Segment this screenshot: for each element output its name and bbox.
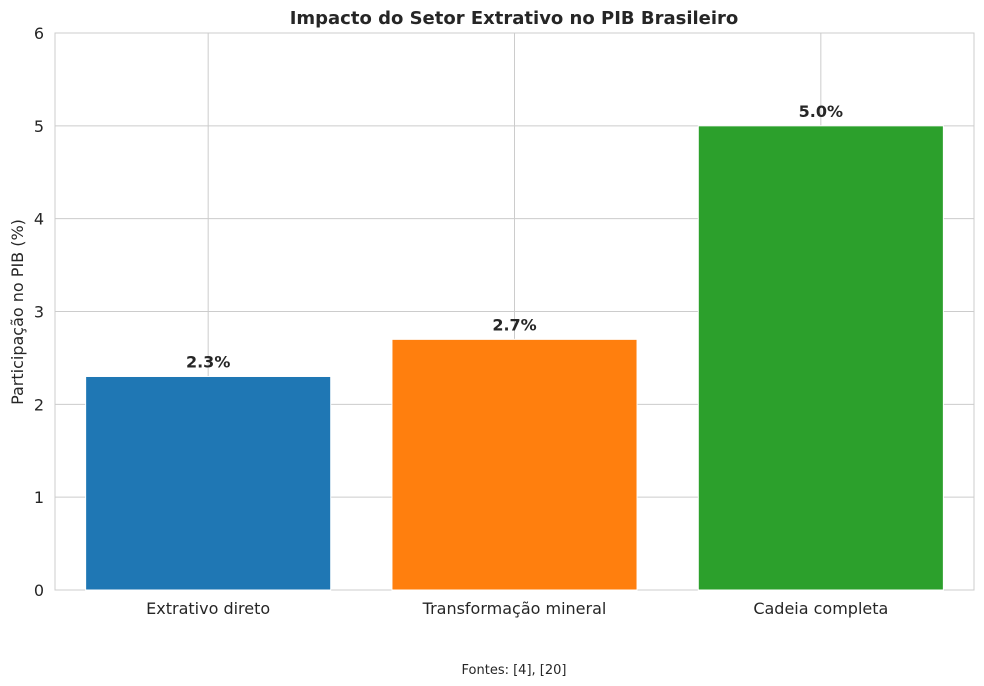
- bar-1: [85, 375, 332, 591]
- y-axis-ticks: 0 1 2 3 4 5 6: [34, 24, 44, 600]
- sources-footnote: Fontes: [4], [20]: [462, 663, 567, 678]
- y-tick-label: 1: [34, 488, 44, 507]
- y-axis-label: Participação no PIB (%): [8, 219, 27, 405]
- x-tick-label: Cadeia completa: [753, 599, 888, 618]
- y-tick-label: 3: [34, 303, 44, 322]
- y-tick-label: 2: [34, 395, 44, 414]
- x-tick-label: Transformação mineral: [422, 599, 607, 618]
- bar-3: [697, 125, 944, 591]
- data-label-2: 2.7%: [492, 315, 536, 334]
- x-axis-ticks: Extrativo direto Transformação mineral Cad…: [146, 599, 888, 618]
- y-tick-label: 0: [34, 581, 44, 600]
- data-labels: 2.3% 2.7% 5.0%: [186, 102, 843, 372]
- x-tick-label: Extrativo direto: [146, 599, 270, 618]
- bars: [85, 125, 944, 591]
- bar-2: [391, 338, 638, 591]
- data-label-1: 2.3%: [186, 352, 230, 371]
- y-tick-label: 6: [34, 24, 44, 43]
- chart-title: Impacto do Setor Extrativo no PIB Brasil…: [290, 8, 739, 29]
- data-label-3: 5.0%: [799, 102, 843, 121]
- y-tick-label: 4: [34, 210, 44, 229]
- y-tick-label: 5: [34, 117, 44, 136]
